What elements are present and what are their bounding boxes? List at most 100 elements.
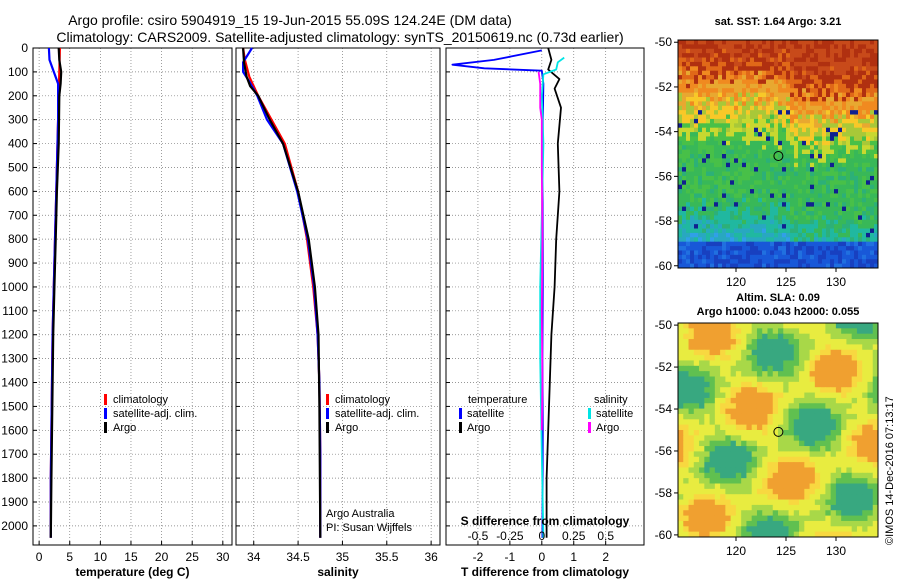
heatmap-cell <box>846 154 851 159</box>
heatmap-cell <box>858 114 863 120</box>
heatmap-cell <box>806 149 811 155</box>
heatmap-cell <box>870 149 875 155</box>
heatmap-cell <box>690 127 695 133</box>
heatmap-cell <box>688 387 695 393</box>
heatmap-cell <box>770 211 775 216</box>
heatmap-cell <box>762 132 767 137</box>
heatmap-cell <box>872 526 879 533</box>
heatmap-cell <box>862 118 867 124</box>
heatmap-cell <box>793 430 800 436</box>
heatmap-cell <box>794 88 799 94</box>
heatmap-cell <box>767 323 774 329</box>
heatmap-cell <box>830 254 835 260</box>
heatmap-cell <box>738 118 743 124</box>
heatmap-cell <box>758 48 763 54</box>
heatmap-cell <box>730 254 735 260</box>
heatmap-cell <box>786 145 791 151</box>
heatmap-cell <box>767 392 774 399</box>
heatmap-cell <box>814 149 819 155</box>
heatmap-cell <box>793 381 800 388</box>
heatmap-cell <box>746 430 753 436</box>
heatmap-cell <box>742 110 747 115</box>
heatmap-cell <box>846 232 851 238</box>
heatmap-cell <box>738 259 743 265</box>
heatmap-cell <box>734 66 739 72</box>
heatmap-cell <box>793 419 800 426</box>
heatmap-cell <box>725 462 732 468</box>
heatmap-cell <box>766 140 771 146</box>
heatmap-cell <box>714 206 719 212</box>
heatmap-cell <box>706 92 711 98</box>
heatmap-cell <box>741 403 747 409</box>
heatmap-cell <box>804 451 810 458</box>
heatmap-cell <box>738 70 743 76</box>
y-tick-label: -56 <box>655 169 673 183</box>
imos-watermark: ©IMOS 14-Dec-2016 07:13:17 <box>884 396 896 545</box>
heatmap-cell <box>699 333 705 340</box>
heatmap-cell <box>788 488 795 495</box>
heatmap-cell <box>730 136 735 142</box>
heatmap-cell <box>846 70 851 76</box>
heatmap-cell <box>830 118 835 124</box>
series-line-climatology <box>242 47 322 538</box>
heatmap-cell <box>846 136 851 142</box>
heatmap-cell <box>722 202 727 208</box>
heatmap-cell <box>825 515 832 522</box>
heatmap-cell <box>720 520 726 527</box>
heatmap-cell <box>846 118 851 124</box>
heatmap-cell <box>846 79 851 85</box>
heatmap-cell <box>746 211 751 216</box>
heatmap-cell <box>678 254 683 260</box>
heatmap-cell <box>862 66 867 72</box>
heatmap-cell <box>846 162 851 168</box>
heatmap-cell <box>851 328 858 335</box>
heatmap-cell <box>834 61 839 67</box>
heatmap-cell <box>825 381 832 388</box>
heatmap-cell <box>810 114 815 120</box>
heatmap-cell <box>714 419 721 426</box>
heatmap-cell <box>790 79 795 85</box>
heatmap-cell <box>782 127 787 133</box>
heatmap-cell <box>788 467 795 474</box>
heatmap-cell <box>730 365 737 372</box>
heatmap-cell <box>738 197 743 203</box>
heatmap-cell <box>851 408 858 415</box>
heatmap-cell <box>730 430 737 436</box>
heatmap-cell <box>806 211 811 216</box>
heatmap-cell <box>751 365 758 372</box>
heatmap-cell <box>799 531 805 538</box>
heatmap-cell <box>862 333 868 340</box>
heatmap-cell <box>770 132 775 137</box>
heatmap-cell <box>686 254 691 260</box>
heatmap-cell <box>688 483 695 490</box>
heatmap-cell <box>830 44 835 50</box>
heatmap-cell <box>783 430 789 436</box>
heatmap-cell <box>783 397 789 404</box>
heatmap-cell <box>682 132 687 137</box>
heatmap-cell <box>690 228 695 234</box>
heatmap-cell <box>686 101 691 107</box>
heatmap-cell <box>770 114 775 120</box>
heatmap-cell <box>846 101 851 107</box>
heatmap-cell <box>830 83 835 89</box>
heatmap-cell <box>690 259 695 265</box>
heatmap-cell <box>851 397 858 404</box>
heatmap-cell <box>825 349 832 356</box>
heatmap-cell <box>741 328 747 335</box>
heatmap-cell <box>820 371 826 377</box>
heatmap-cell <box>722 40 727 45</box>
heatmap-cell <box>682 140 687 146</box>
heatmap-cell <box>858 123 863 129</box>
heatmap-cell <box>835 499 842 506</box>
heatmap-cell <box>818 154 823 159</box>
heatmap-cell <box>678 110 683 115</box>
heatmap-cell <box>846 494 853 500</box>
heatmap-cell <box>802 197 807 203</box>
heatmap-cell <box>694 105 699 111</box>
heatmap-cell <box>774 171 779 177</box>
heatmap-cell <box>750 180 755 186</box>
heatmap-cell <box>710 167 715 172</box>
heatmap-cell <box>762 451 768 458</box>
heatmap-cell <box>804 531 810 538</box>
heatmap-cell <box>751 520 758 527</box>
